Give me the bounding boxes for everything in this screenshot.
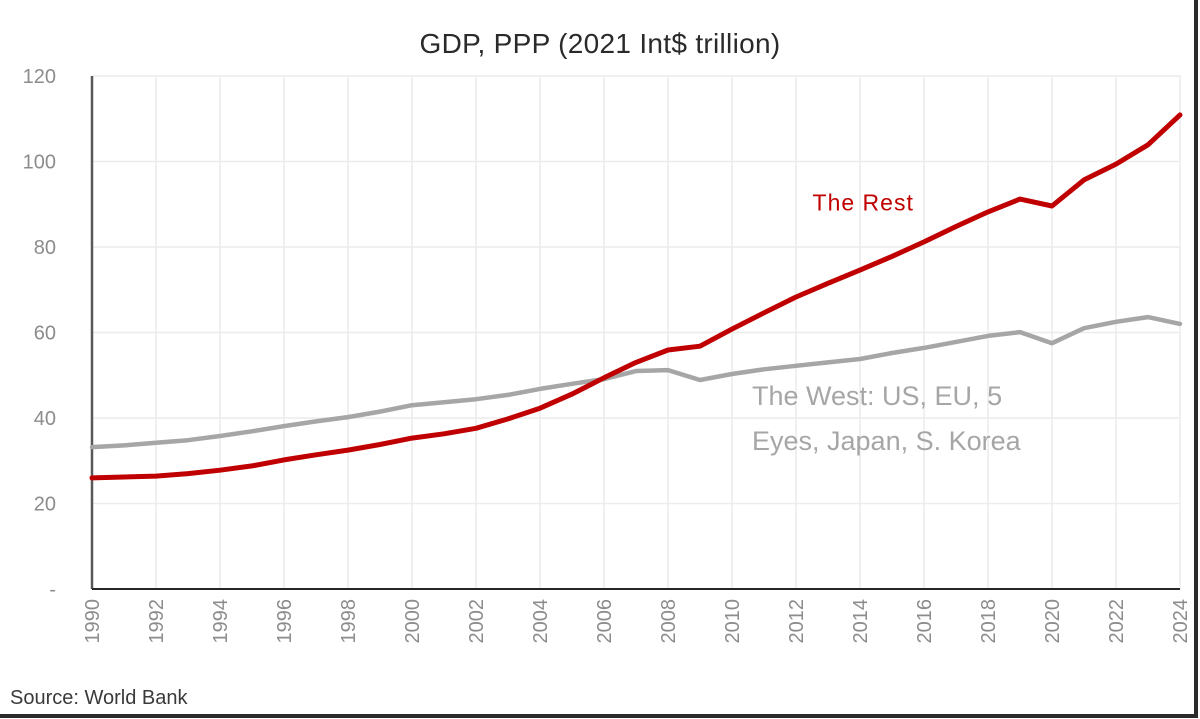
series-line-the-rest [89,112,1183,481]
x-tick-label: 2014 [850,599,872,644]
annotation-layer: The Rest The West: US, EU, 5 Eyes, Japan, … [752,190,1022,457]
x-tick-label: 2002 [466,599,488,644]
y-tick-label: 40 [34,408,56,430]
x-tick-label: 1996 [274,599,296,644]
y-tick-label: 60 [34,323,56,345]
x-tick-label: 1998 [338,599,360,644]
y-tick-label: 120 [23,66,56,88]
x-tick-label: 2000 [402,599,424,644]
annotation-the-west-line: The West: US, EU, 5 [752,381,1002,411]
series-layer [89,112,1183,481]
x-tick-label: 2022 [1106,599,1128,644]
y-tick-label: 20 [34,494,56,516]
x-tick-label: 2016 [914,599,936,644]
x-tick-label: 2012 [786,599,808,644]
source-note: Source: World Bank [10,687,188,709]
y-tick-label: - [49,579,56,601]
x-tick-label: 2006 [594,599,616,644]
annotation-the-rest: The Rest [813,190,914,216]
x-tick-label: 2018 [978,599,1000,644]
x-tick-label: 2010 [722,599,744,644]
x-tick-label: 1992 [146,599,168,644]
x-tick-label: 2004 [530,599,552,644]
y-tick-label: 100 [23,152,56,174]
x-tick-label: 1990 [82,599,104,644]
x-tick-label: 1994 [210,599,232,644]
y-tick-label: 80 [34,237,56,259]
axes-layer: - 20 40 60 80 100 120 1990 1992 1994 1996 1998 2000 2… [23,66,1192,644]
annotation-the-west-line: Eyes, Japan, S. Korea [752,426,1022,456]
grid-layer [92,75,1181,589]
x-tick-label: 2020 [1042,599,1064,644]
x-tick-label: 2024 [1170,599,1192,644]
x-tick-label: 2008 [658,599,680,644]
chart-title: GDP, PPP (2021 Int$ trillion) [419,28,781,59]
